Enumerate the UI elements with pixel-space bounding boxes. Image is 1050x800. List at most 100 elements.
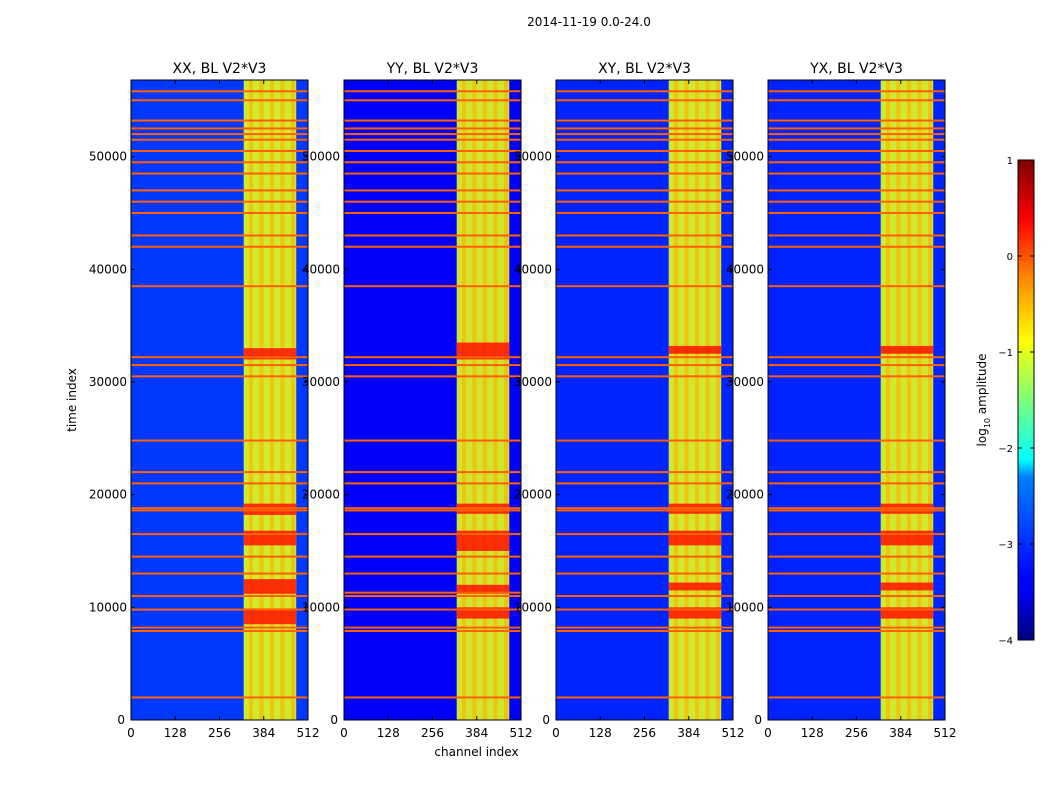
heatmap-band-stripe	[906, 80, 911, 720]
heatmap-flag-row	[131, 127, 308, 130]
heatmap-band-stripe	[694, 80, 699, 720]
heatmap-flag-row	[768, 375, 945, 378]
heatmap-flag-row	[344, 629, 521, 632]
heatmap-flag-row	[768, 189, 945, 192]
heatmap-flag-row	[131, 189, 308, 192]
heatmap-flag-row	[768, 285, 945, 288]
x-tick-label: 512	[297, 726, 320, 740]
heatmap-flag-row	[768, 138, 945, 141]
heatmap-flag-row	[344, 608, 521, 611]
heatmap-flag-row	[131, 234, 308, 237]
heatmap-flag-row	[768, 533, 945, 536]
heatmap-hot-block	[456, 584, 510, 594]
heatmap-band-stripe	[248, 80, 253, 720]
heatmap-flag-row	[344, 285, 521, 288]
x-tick-label: 256	[421, 726, 444, 740]
heatmap-flag-row	[768, 149, 945, 152]
heatmap-hot-block	[668, 607, 722, 619]
heatmap-flag-row	[768, 626, 945, 629]
figure-title: 2014-11-19 0.0-24.0	[527, 15, 651, 29]
x-tick-label: 128	[801, 726, 824, 740]
heatmap-flag-row	[768, 595, 945, 598]
heatmap-flag-row	[131, 595, 308, 598]
x-tick-label: 384	[465, 726, 488, 740]
heatmap-flag-row	[131, 356, 308, 359]
heatmap-band-stripe	[493, 80, 498, 720]
y-tick-label: 20000	[302, 488, 340, 502]
heatmap-flag-row	[131, 509, 308, 512]
y-tick-label: 40000	[89, 262, 127, 276]
y-tick-label: 20000	[89, 488, 127, 502]
heatmap-hot-block	[880, 607, 934, 619]
heatmap-hot-block	[456, 530, 510, 551]
heatmap-band-stripe	[715, 80, 720, 720]
panel-2: XY, BL V2*V3 0 128 256 384 512 0 10000 20000 3000…	[514, 61, 745, 740]
panel-title: XY, BL V2*V3	[598, 61, 691, 77]
heatmap-hot-block	[243, 608, 297, 625]
heatmap-band-stripe	[885, 80, 890, 720]
heatmap-hot-block	[243, 579, 297, 594]
heatmap-flag-row	[556, 608, 733, 611]
x-tick-label: 0	[552, 726, 560, 740]
heatmap-flag-row	[344, 696, 521, 699]
colorbar-tick-label: 1	[1007, 156, 1013, 167]
heatmap-flag-row	[768, 245, 945, 248]
y-tick-label: 50000	[302, 150, 340, 164]
heatmap-flag-row	[768, 572, 945, 575]
heatmap-flag-row	[131, 439, 308, 442]
y-tick-label: 0	[754, 713, 762, 727]
colorbar-tick-label: −2	[998, 444, 1013, 455]
heatmap-flag-row	[131, 471, 308, 474]
y-tick-label: 20000	[726, 488, 764, 502]
heatmap-flag-row	[131, 90, 308, 93]
y-tick-label: 30000	[514, 375, 552, 389]
heatmap-band-stripe	[259, 80, 264, 720]
x-tick-label: 384	[252, 726, 275, 740]
heatmap-flag-row	[556, 161, 733, 164]
heatmap-flag-row	[131, 245, 308, 248]
heatmap-flag-row	[131, 99, 308, 102]
heatmap-flag-row	[768, 127, 945, 130]
heatmap-flag-row	[344, 595, 521, 598]
heatmap-band-stripe	[503, 80, 508, 720]
heatmap-flag-row	[556, 356, 733, 359]
heatmap-flag-row	[556, 149, 733, 152]
heatmap-flag-row	[131, 533, 308, 536]
colorbar-tick-label: −4	[998, 636, 1013, 647]
colorbar-tick-label: 0	[1007, 252, 1013, 263]
heatmap-flag-row	[131, 507, 308, 510]
heatmap-flag-row	[131, 172, 308, 175]
y-tick-label: 30000	[302, 375, 340, 389]
heatmap-flag-row	[556, 119, 733, 122]
heatmap-flag-row	[344, 591, 521, 594]
heatmap-flag-row	[556, 572, 733, 575]
heatmap-flag-row	[344, 211, 521, 214]
heatmap-hot-block	[243, 348, 297, 360]
heatmap-flag-row	[768, 172, 945, 175]
heatmap-flag-row	[131, 149, 308, 152]
y-tick-label: 40000	[726, 262, 764, 276]
heatmap-flag-row	[344, 507, 521, 510]
heatmap-flag-row	[768, 482, 945, 485]
heatmap-flag-row	[768, 471, 945, 474]
heatmap-hot-block	[456, 607, 510, 619]
heatmap-band-stripe	[461, 80, 466, 720]
x-tick-label: 256	[845, 726, 868, 740]
heatmap-flag-row	[131, 364, 308, 367]
heatmap-flag-row	[131, 482, 308, 485]
panel-3: YX, BL V2*V3 0 128 256 384 512 0 10000 20000 3000…	[726, 61, 957, 740]
y-tick-label: 10000	[302, 600, 340, 614]
heatmap-flag-row	[131, 626, 308, 629]
heatmap-flag-row	[768, 211, 945, 214]
heatmap-flag-row	[768, 439, 945, 442]
heatmap-hot-block	[880, 530, 934, 546]
y-tick-label: 40000	[302, 262, 340, 276]
heatmap-hot-block	[668, 345, 722, 354]
heatmap-flag-row	[131, 133, 308, 136]
colorbar-tick-label: −1	[998, 348, 1013, 359]
heatmap-flag-row	[344, 364, 521, 367]
y-tick-label: 0	[542, 713, 550, 727]
heatmap-flag-row	[556, 200, 733, 203]
y-tick-label: 50000	[89, 150, 127, 164]
colorbar-ticks: 1 0 −1 −2 −3 −4	[998, 156, 1034, 647]
